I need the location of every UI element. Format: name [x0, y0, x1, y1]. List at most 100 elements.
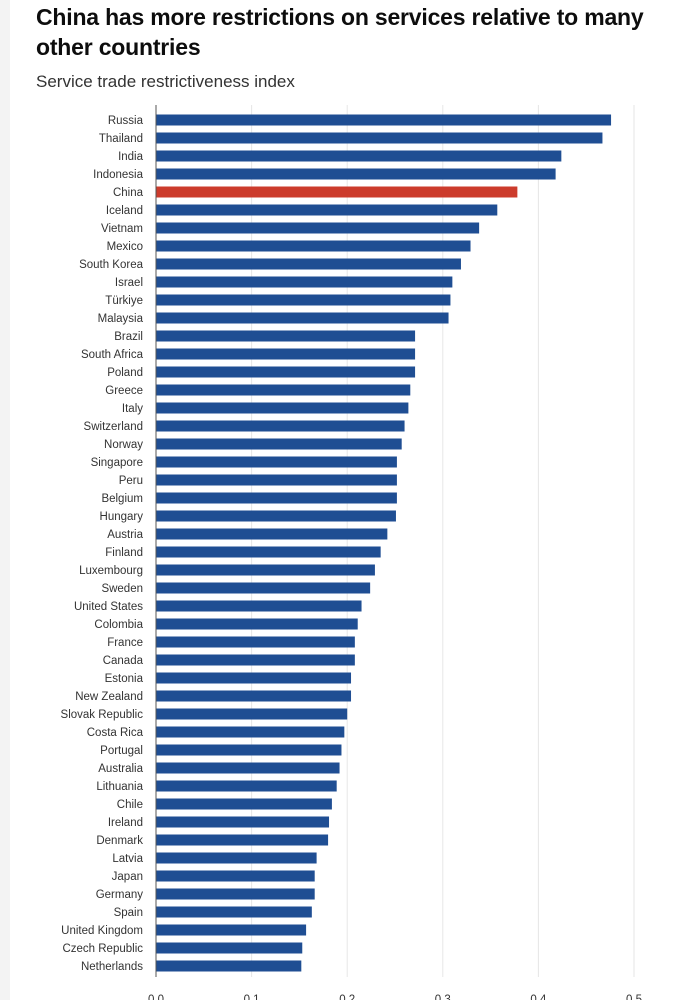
bar — [156, 942, 303, 954]
category-label: Ireland — [108, 817, 143, 829]
category-label: Lithuania — [96, 781, 143, 793]
bar — [156, 294, 451, 306]
category-label: New Zealand — [75, 691, 143, 703]
category-label: United States — [74, 601, 143, 613]
bar — [156, 546, 381, 558]
bar — [156, 816, 330, 828]
category-label: Finland — [105, 547, 143, 559]
category-label: Peru — [119, 475, 143, 487]
gridlines — [251, 105, 635, 977]
bar — [156, 888, 315, 900]
category-label: Thailand — [99, 133, 143, 145]
x-tick-label: 0.5 — [626, 994, 642, 1000]
category-label: Czech Republic — [62, 943, 143, 955]
category-label: United Kingdom — [61, 925, 143, 937]
bar — [156, 618, 358, 630]
bar — [156, 582, 371, 594]
bar — [156, 150, 562, 162]
bar — [156, 312, 449, 324]
category-label: Italy — [122, 403, 143, 415]
bar — [156, 564, 375, 576]
bar — [156, 636, 355, 648]
bar — [156, 258, 461, 270]
bar — [156, 222, 480, 234]
category-label: Austria — [107, 529, 143, 541]
x-tick-label: 0.1 — [244, 994, 260, 1000]
category-label: France — [107, 637, 143, 649]
bar — [156, 114, 612, 126]
category-label: South Korea — [79, 259, 144, 271]
bar — [156, 348, 416, 360]
bar — [156, 384, 411, 396]
bar — [156, 276, 453, 288]
x-tick-label: 0.4 — [530, 994, 547, 1000]
x-tick-label: 0.0 — [148, 994, 164, 1000]
bar — [156, 366, 416, 378]
category-label: Slovak Republic — [61, 709, 144, 721]
category-label: Chile — [117, 799, 143, 811]
category-label: Canada — [103, 655, 144, 667]
category-label: Estonia — [105, 673, 144, 685]
bar — [156, 852, 317, 864]
category-label: Brazil — [114, 331, 143, 343]
x-tick-label: 0.2 — [339, 994, 355, 1000]
category-label: Russia — [108, 115, 144, 127]
bar — [156, 600, 362, 612]
category-label: Norway — [104, 439, 143, 451]
bar — [156, 510, 396, 522]
category-labels: Russia Thailand India Indonesia China Iceland… — [61, 115, 144, 973]
category-label: South Africa — [81, 349, 144, 361]
category-label: Hungary — [100, 511, 144, 523]
category-label: Germany — [96, 889, 144, 901]
category-label: Denmark — [96, 835, 143, 847]
bar — [156, 744, 342, 756]
x-axis-ticks: 0.0 0.1 0.2 0.3 0.4 0.5 — [148, 994, 642, 1000]
bars — [156, 114, 612, 972]
bar — [156, 708, 348, 720]
bar — [156, 870, 315, 882]
category-label: Australia — [98, 763, 143, 775]
category-label: Mexico — [107, 241, 143, 253]
bar — [156, 726, 345, 738]
category-label: Spain — [114, 907, 143, 919]
category-label: Latvia — [112, 853, 143, 865]
x-tick-label: 0.3 — [435, 994, 451, 1000]
bar — [156, 762, 340, 774]
bar — [156, 906, 312, 918]
bar — [156, 834, 329, 846]
bar-highlight — [156, 186, 518, 198]
bar — [156, 168, 556, 180]
category-label: Malaysia — [98, 313, 144, 325]
category-label: China — [113, 187, 144, 199]
bar — [156, 798, 332, 810]
bar — [156, 132, 603, 144]
category-label: Costa Rica — [87, 727, 144, 739]
category-label: Vietnam — [101, 223, 143, 235]
bar — [156, 330, 416, 342]
bar — [156, 402, 409, 414]
category-label: Greece — [105, 385, 143, 397]
bar — [156, 960, 302, 972]
category-label: Japan — [112, 871, 143, 883]
page-edge — [0, 0, 10, 1000]
category-label: India — [118, 151, 144, 163]
category-label: Singapore — [91, 457, 143, 469]
bar — [156, 492, 397, 504]
bar-chart: Russia Thailand India Indonesia China Iceland… — [61, 105, 642, 1000]
category-label: Colombia — [94, 619, 143, 631]
bar — [156, 474, 397, 486]
category-label: Luxembourg — [79, 565, 143, 577]
category-label: Iceland — [106, 205, 143, 217]
bar — [156, 420, 405, 432]
bar — [156, 438, 402, 450]
chart-title: China has more restrictions on services … — [36, 4, 644, 60]
bar — [156, 672, 352, 684]
bar — [156, 204, 498, 216]
bar — [156, 924, 307, 936]
bar — [156, 654, 355, 666]
category-label: Switzerland — [84, 421, 143, 433]
chart-subtitle: Service trade restrictiveness index — [36, 72, 295, 91]
category-label: Poland — [107, 367, 143, 379]
bar — [156, 528, 388, 540]
category-label: Israel — [115, 277, 143, 289]
